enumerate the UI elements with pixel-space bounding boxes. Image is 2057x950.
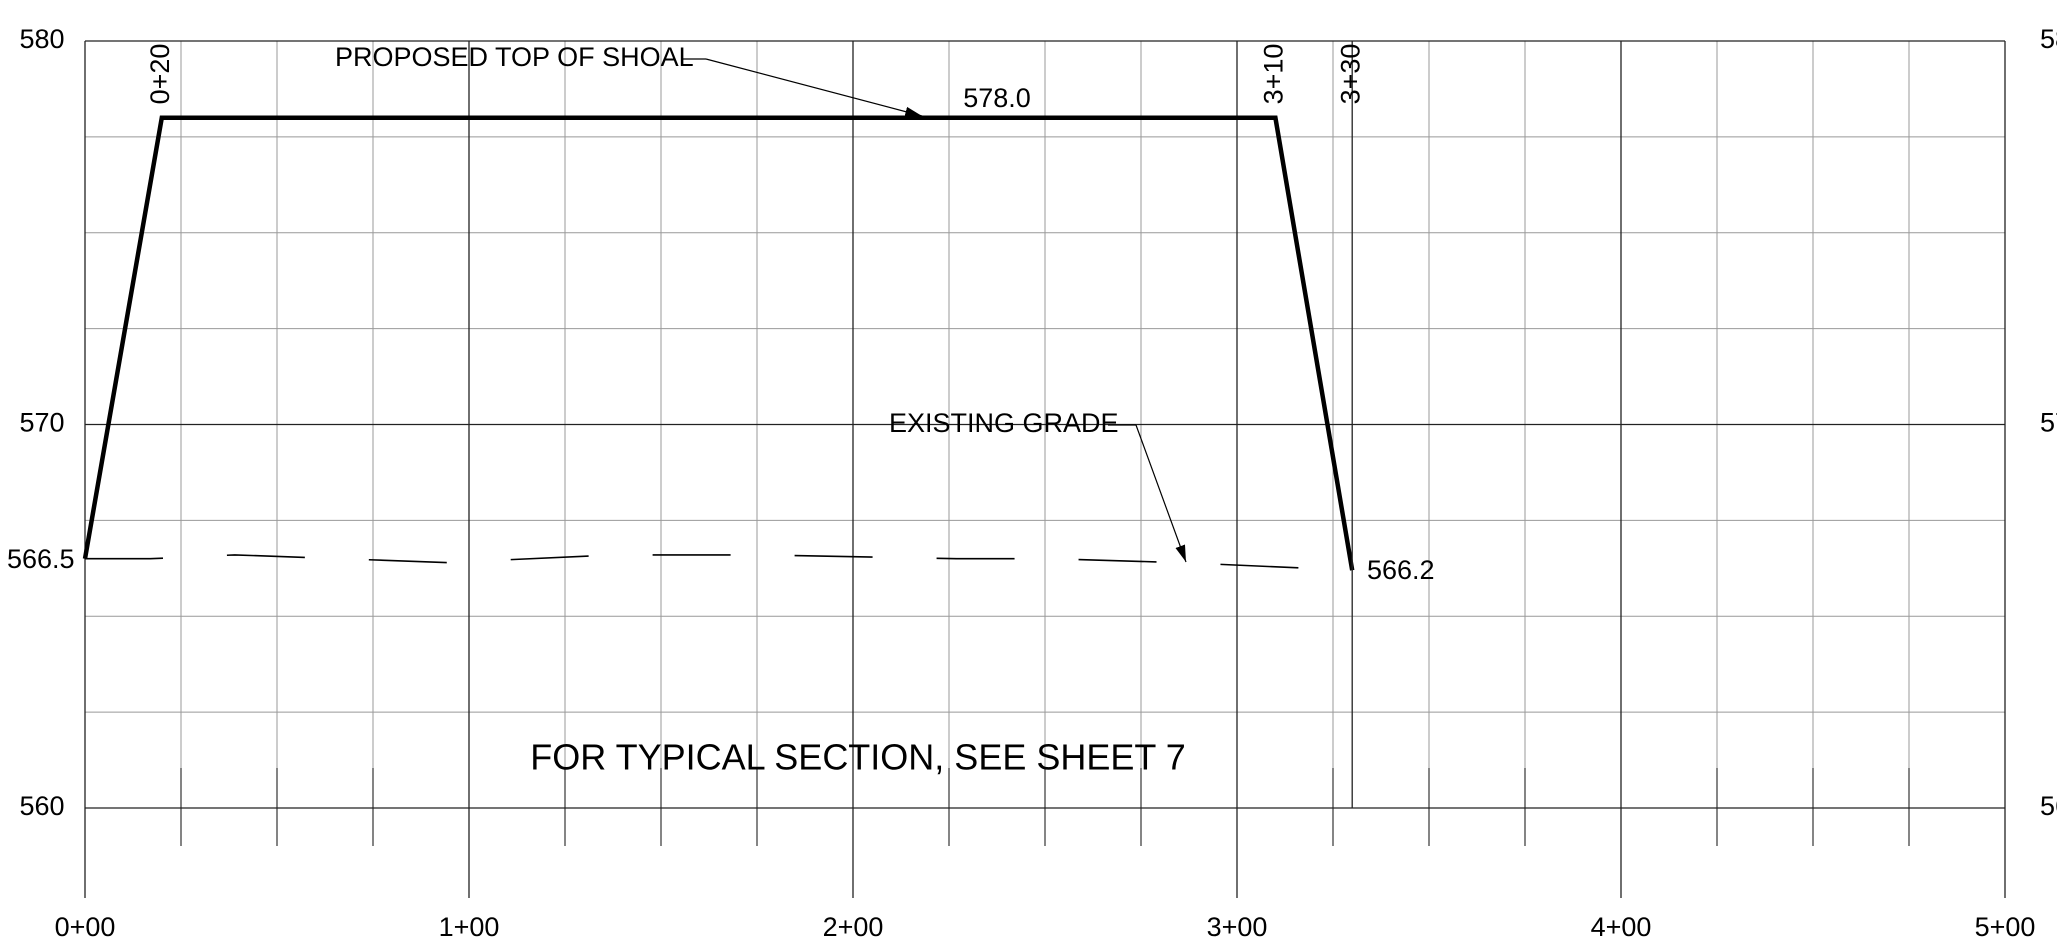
x-tick-label: 3+00	[1207, 912, 1268, 942]
existing-grade-line	[85, 554, 1353, 572]
y-tick-label-right: 580	[2040, 24, 2057, 54]
station-label: 3+30	[1335, 44, 1365, 105]
leader	[705, 58, 923, 117]
x-tick-label: 5+00	[1975, 912, 2036, 942]
annotation: 578.0	[963, 83, 1031, 113]
x-tick-label: 1+00	[439, 912, 500, 942]
y-tick-label: 560	[19, 791, 64, 821]
y-tick-label-right: 560	[2040, 791, 2057, 821]
x-tick-label: 0+00	[55, 912, 116, 942]
annotation: EXISTING GRADE	[889, 408, 1119, 438]
station-label: 3+10	[1259, 44, 1289, 105]
y-tick-label: 580	[19, 24, 64, 54]
x-tick-label: 2+00	[823, 912, 884, 942]
note: FOR TYPICAL SECTION, SEE SHEET 7	[530, 737, 1186, 778]
annotation: 566.5	[7, 544, 75, 574]
annotation: PROPOSED TOP OF SHOAL	[335, 42, 694, 72]
y-tick-label-right: 570	[2040, 408, 2057, 438]
station-label: 0+20	[145, 44, 175, 105]
annotation: 566.2	[1367, 555, 1435, 585]
y-tick-label: 570	[19, 408, 64, 438]
leader	[1135, 424, 1187, 563]
proposed-line	[82, 115, 1355, 571]
x-tick-label: 4+00	[1591, 912, 1652, 942]
